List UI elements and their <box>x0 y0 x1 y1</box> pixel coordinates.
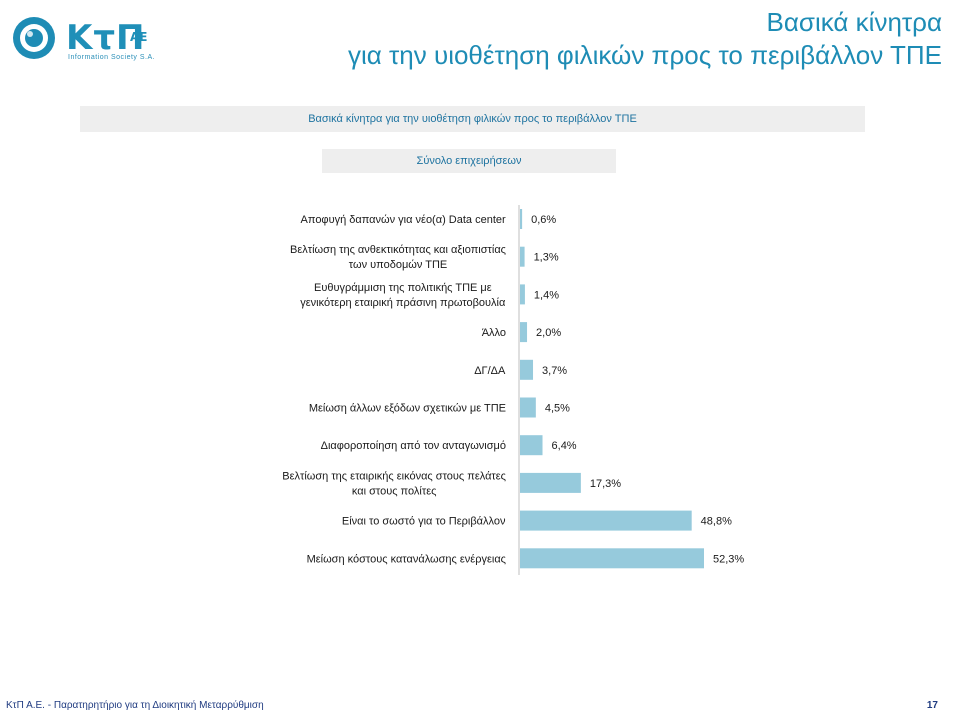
category-label-7: Βελτίωση της εταιρικής εικόνας στους πελ… <box>282 470 506 497</box>
category-label-line: Μείωση κόστους κατανάλωσης ενέργειας <box>307 553 506 565</box>
category-label-8: Είναι το σωστό για το Περιβάλλον <box>342 516 506 528</box>
page-title-line-1: Βασικά κίνητρα <box>766 7 942 37</box>
chart-subheader: Βασικά κίνητρα για την υιοθέτηση φιλικών… <box>80 106 865 132</box>
logo-wordmark: ΚτΠ <box>66 18 146 58</box>
category-label-line: Είναι το σωστό για το Περιβάλλον <box>342 516 506 528</box>
data-label-1: 1,3% <box>534 252 559 264</box>
bar-9 <box>520 548 704 569</box>
page-title-line-2: για την υιοθέτηση φιλικών προς το περιβά… <box>347 40 942 70</box>
category-label-line: Διαφοροποίηση από τον ανταγωνισμό <box>321 440 506 452</box>
category-label-6: Διαφοροποίηση από τον ανταγωνισμό <box>321 440 506 452</box>
data-label-4: 3,7% <box>542 365 567 377</box>
data-label-3: 2,0% <box>536 327 561 339</box>
logo-suffix: ΑΕ <box>130 30 148 44</box>
category-label-9: Μείωση κόστους κατανάλωσης ενέργειας <box>307 553 506 565</box>
data-label-5: 4,5% <box>545 403 570 415</box>
bar-0 <box>520 209 523 229</box>
bar-8 <box>520 510 692 531</box>
ktp-logo-emblem-icon <box>13 17 55 59</box>
category-label-line: γενικότερη εταιρική πράσινη πρωτοβουλία <box>300 297 506 309</box>
bar-2 <box>520 284 525 305</box>
category-label-line: και στους πολίτες <box>352 485 437 497</box>
bar-5 <box>520 397 536 418</box>
category-label-line: Αποφυγή δαπανών για νέο(α) Data center <box>301 214 506 226</box>
category-label-line: Ευθυγράμμιση της πολιτικής ΤΠΕ με <box>314 282 492 294</box>
data-label-8: 48,8% <box>701 516 732 528</box>
bar-3 <box>520 322 528 343</box>
data-label-9: 52,3% <box>713 553 744 565</box>
segment-label: Σύνολο επιχειρήσεων <box>322 149 616 173</box>
bar-chart: 0,6% Αποφυγή δαπανών για νέο(α) Data cent… <box>282 205 744 575</box>
page-number: 17 <box>926 700 938 711</box>
footer-text: ΚτΠ Α.Ε. - Παρατηρητήριο για τη Διοικητι… <box>6 700 264 711</box>
page-title: Βασικά κίνητρα για την υιοθέτηση φιλικών… <box>348 6 942 72</box>
category-label-line: Άλλο <box>482 327 506 339</box>
category-label-2: Ευθυγράμμιση της πολιτικής ΤΠΕ με γενικότ… <box>300 282 506 309</box>
logo-tagline: Information Society S.A. <box>68 54 156 61</box>
data-label-6: 6,4% <box>552 440 577 452</box>
category-label-line: των υποδομών ΤΠΕ <box>349 259 447 271</box>
category-label-0: Αποφυγή δαπανών για νέο(α) Data center <box>301 214 506 226</box>
category-label-line: ΔΓ/ΔΑ <box>474 365 506 377</box>
data-label-2: 1,4% <box>534 289 559 301</box>
category-label-3: Άλλο <box>482 327 506 339</box>
category-label-line: Βελτίωση της εταιρικής εικόνας στους πελ… <box>282 470 506 482</box>
category-label-4: ΔΓ/ΔΑ <box>474 365 506 377</box>
category-label-5: Μείωση άλλων εξόδων σχετικών με ΤΠΕ <box>309 403 506 415</box>
data-label-0: 0,6% <box>531 214 556 226</box>
category-label-line: Μείωση άλλων εξόδων σχετικών με ΤΠΕ <box>309 403 506 415</box>
bar-6 <box>520 435 543 456</box>
bar-1 <box>520 246 525 267</box>
bar-4 <box>520 359 534 380</box>
category-label-1: Βελτίωση της ανθεκτικότητας και αξιοπιστ… <box>290 244 506 271</box>
bar-7 <box>520 472 581 493</box>
data-label-7: 17,3% <box>590 478 621 490</box>
category-label-line: Βελτίωση της ανθεκτικότητας και αξιοπιστ… <box>290 244 506 256</box>
ktp-logo: ΚτΠ ΑΕ Information Society S.A. <box>10 14 180 64</box>
